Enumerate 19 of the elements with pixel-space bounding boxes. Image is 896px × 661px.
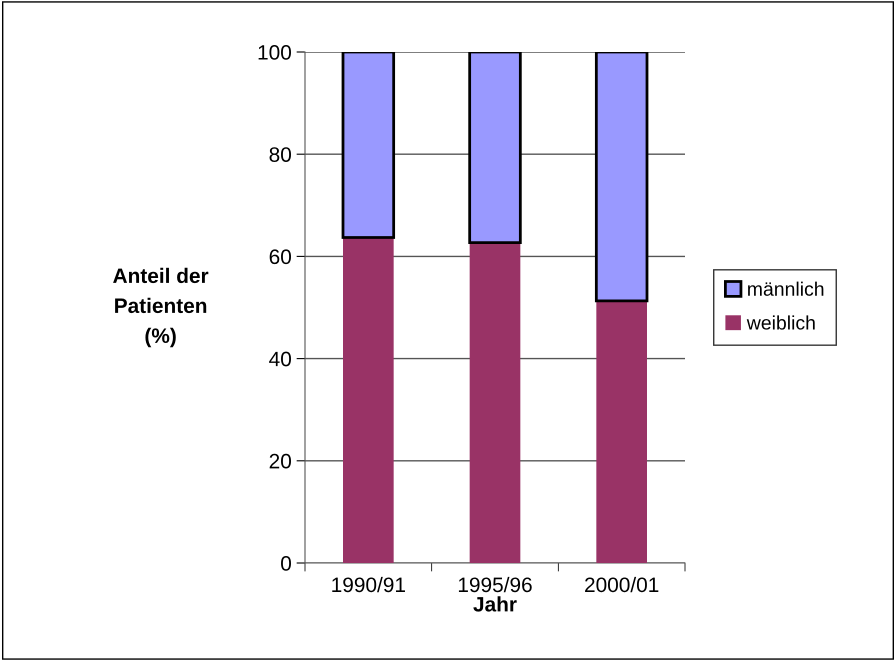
legend-label: weiblich xyxy=(746,315,815,330)
y-tick-label: 100 xyxy=(258,45,291,60)
bar xyxy=(596,300,647,563)
x-axis-title: Jahr xyxy=(473,596,517,612)
y-axis-title: Anteil der Patienten (%) xyxy=(113,268,208,348)
y-tick-label: 80 xyxy=(270,147,291,162)
y-tick-label: 40 xyxy=(269,352,291,366)
bar xyxy=(470,242,520,563)
y-tick-label: 20 xyxy=(270,454,291,469)
x-tick-label: 1990/91 xyxy=(332,576,405,592)
bar xyxy=(342,52,396,239)
bar xyxy=(594,52,648,302)
x-tick-label: 1995/96 xyxy=(458,576,532,592)
y-tick-label: 60 xyxy=(270,249,291,264)
y-tick-label: 0 xyxy=(281,556,291,571)
legend-label: männlich xyxy=(748,282,824,296)
bar xyxy=(343,237,394,563)
x-tick-label: 2000/01 xyxy=(585,576,658,592)
bar xyxy=(468,52,522,244)
